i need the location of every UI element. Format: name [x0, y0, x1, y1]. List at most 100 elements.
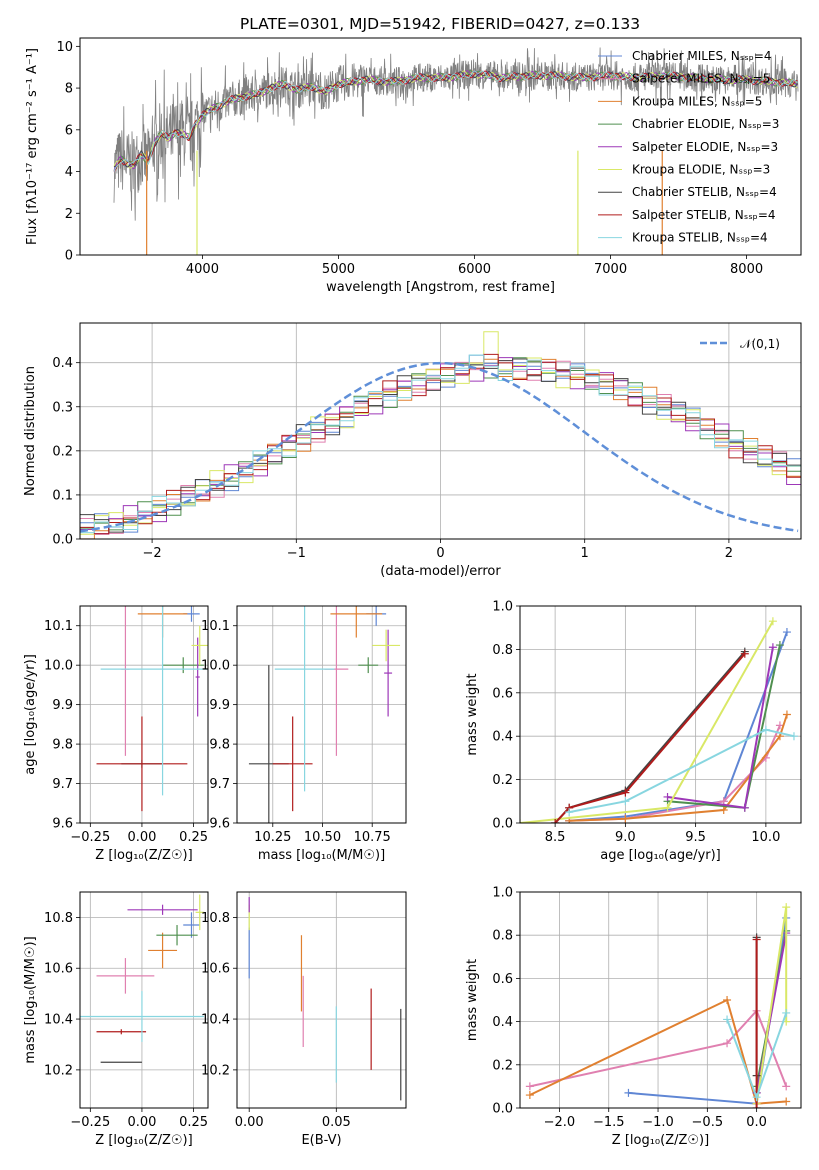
- series-marker: [768, 617, 777, 626]
- x-tick-label: 10.0: [751, 830, 780, 845]
- y-tick-label: 9.8: [209, 738, 230, 753]
- legend-entry: 𝒩(0,1): [740, 337, 780, 351]
- y-axis-label: Flux [fλ10⁻¹⁷ erg cm⁻² s⁻¹ A⁻¹]: [25, 48, 40, 245]
- y-tick-label: 0.0: [52, 533, 73, 548]
- y-tick-label: 0.1: [52, 488, 73, 503]
- series-line: [569, 728, 795, 814]
- x-tick-label: −0.25: [70, 830, 110, 845]
- y-tick-label: 0.0: [492, 817, 513, 832]
- series-marker: [621, 797, 630, 806]
- series-line: [520, 620, 774, 823]
- series-marker: [768, 643, 777, 652]
- y-tick-label: 0.2: [52, 444, 73, 459]
- x-tick-label: 9.0: [615, 830, 636, 845]
- y-tick-label: 10: [56, 40, 73, 55]
- legend-entry: Kroupa MILES, Nₛₛₚ=5: [632, 94, 762, 108]
- panel-2: [76, 605, 209, 827]
- y-tick-label: 1.0: [492, 600, 513, 615]
- series-marker: [782, 710, 791, 719]
- x-tick-label: −1: [287, 546, 306, 561]
- x-axis-label: (data-model)/error: [380, 564, 501, 579]
- panel-1: [76, 322, 802, 543]
- y-tick-label: 10.1: [44, 619, 73, 634]
- series-marker: [740, 803, 749, 812]
- series-marker: [752, 1104, 761, 1108]
- y-tick-label: 10.4: [201, 1013, 230, 1028]
- histogram-step: [80, 358, 801, 533]
- y-axis-label: Normed distribution: [23, 366, 38, 496]
- x-tick-label: 0.00: [235, 1115, 264, 1130]
- series-marker: [782, 1008, 791, 1017]
- x-tick-label: −0.5: [692, 1115, 724, 1130]
- y-tick-label: 0.6: [492, 686, 513, 701]
- series-marker: [740, 649, 749, 658]
- series-marker: [782, 1097, 791, 1106]
- legend-entry: Chabrier MILES, Nₛₛₚ=4: [632, 49, 772, 63]
- y-axis-label: mass weight: [465, 673, 480, 755]
- x-tick-label: 1: [581, 546, 589, 561]
- model-spectrum: [113, 70, 798, 172]
- axes-frame: [519, 891, 802, 1109]
- histogram-step: [80, 354, 801, 534]
- series-line: [554, 650, 746, 823]
- gaussian-curve: [79, 361, 799, 533]
- x-tick-label: −2.0: [544, 1115, 576, 1130]
- y-tick-label: 9.9: [52, 698, 73, 713]
- y-tick-label: 9.8: [52, 738, 73, 753]
- series-marker: [723, 996, 732, 1004]
- axes-frame: [79, 605, 209, 824]
- x-tick-label: −1.5: [593, 1115, 625, 1130]
- model-spectrum: [113, 70, 798, 172]
- x-tick-label: 0.25: [179, 830, 208, 845]
- y-tick-label: 10.1: [201, 619, 230, 634]
- x-tick-label: −0.25: [70, 1115, 110, 1130]
- y-tick-label: 10.2: [44, 1063, 73, 1078]
- x-tick-label: 10.50: [304, 830, 341, 845]
- y-axis-label: age [log₁₀(age/yr)]: [23, 654, 38, 775]
- y-tick-label: 0.4: [492, 730, 513, 745]
- y-axis-label: mass [log₁₀(M/M☉)]: [23, 936, 38, 1063]
- y-tick-label: 0.2: [492, 1058, 513, 1073]
- legend-entry: Chabrier STELIB, Nₛₛₚ=4: [632, 185, 777, 199]
- y-tick-label: 0.4: [492, 1015, 513, 1030]
- y-tick-label: 0.8: [492, 929, 513, 944]
- y-tick-label: 0.2: [492, 773, 513, 788]
- axes-frame: [519, 605, 802, 824]
- y-tick-label: 0.8: [492, 643, 513, 658]
- legend-entry: Salpeter STELIB, Nₛₛₚ=4: [632, 208, 776, 222]
- y-tick-label: 2: [65, 207, 73, 222]
- x-axis-label: E(B-V): [301, 1133, 341, 1148]
- series-line: [569, 631, 788, 822]
- series-marker: [551, 819, 560, 823]
- y-tick-label: 9.7: [209, 777, 230, 792]
- y-tick-label: 6: [65, 123, 73, 138]
- y-tick-label: 10.4: [44, 1013, 73, 1028]
- x-axis-label: wavelength [Angstrom, rest frame]: [326, 280, 555, 295]
- y-tick-label: 4: [65, 165, 73, 180]
- panel-3: [233, 605, 407, 827]
- y-tick-label: 10.2: [201, 1063, 230, 1078]
- y-tick-label: 0: [65, 249, 73, 264]
- series-marker: [621, 788, 630, 797]
- y-tick-label: 0.3: [52, 400, 73, 415]
- data-spectrum: [113, 47, 799, 221]
- x-tick-label: 8000: [730, 262, 763, 277]
- y-tick-label: 8: [65, 82, 73, 97]
- legend-entry: Kroupa STELIB, Nₛₛₚ=4: [632, 231, 768, 245]
- model-spectrum: [113, 70, 798, 171]
- y-tick-label: 0.0: [492, 1102, 513, 1117]
- panel-6: [233, 891, 407, 1112]
- legend-entry: Kroupa ELODIE, Nₛₛₚ=3: [632, 163, 770, 177]
- x-tick-label: 2: [725, 546, 733, 561]
- x-tick-label: 8.5: [545, 830, 566, 845]
- y-tick-label: 9.6: [209, 817, 230, 832]
- y-tick-label: 9.9: [209, 698, 230, 713]
- series-marker: [624, 1088, 633, 1097]
- histogram-step: [80, 353, 801, 535]
- series-marker: [663, 803, 672, 812]
- x-tick-label: −2: [143, 546, 162, 561]
- series-marker: [782, 1082, 791, 1091]
- x-tick-label: 10.25: [254, 830, 291, 845]
